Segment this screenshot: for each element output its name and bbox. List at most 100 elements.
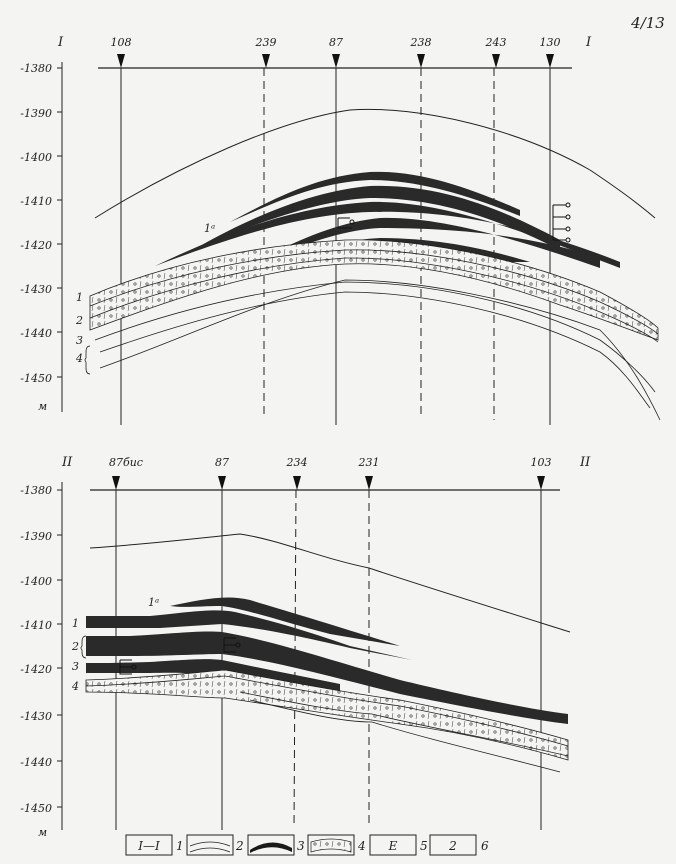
depth-tick-label: -1420 — [20, 239, 52, 252]
well-marker — [332, 54, 340, 68]
well-marker — [537, 476, 545, 490]
legend-item-3: 3 — [247, 834, 305, 856]
legend-number: 4 — [357, 839, 366, 853]
porous-bed-icon — [310, 838, 352, 853]
well-label: 231 — [358, 456, 380, 469]
well-label: 238 — [410, 36, 432, 49]
perforation-marker-87bis — [119, 659, 137, 675]
well-label: 87 — [329, 36, 343, 49]
section-i-left-label: I — [57, 35, 64, 50]
depth-tick-label: -1440 — [20, 756, 52, 769]
upper-boundary-i — [94, 108, 656, 219]
dark-bed — [200, 185, 560, 250]
well-87bis: 87бис — [109, 456, 143, 830]
section-ii-right-label: II — [579, 455, 591, 470]
depth-tick-label: -1410 — [20, 619, 52, 632]
well-label: 130 — [540, 36, 561, 49]
well-label: 108 — [111, 36, 132, 49]
well-marker — [417, 54, 425, 68]
well-231: 231 — [358, 456, 380, 828]
perforation-marker-87-ii — [223, 637, 241, 653]
section-ii: II II -1380 -1390 -1400 -1410 -1420 -143… — [20, 455, 591, 839]
layer-2-brace — [80, 635, 87, 659]
well-108: 108 — [111, 36, 132, 425]
legend-number: 5 — [420, 839, 428, 853]
legend-number: 6 — [481, 839, 489, 853]
well-marker — [546, 54, 554, 68]
layer-label: 2 — [71, 640, 79, 653]
page-number: 4/13 — [630, 14, 665, 32]
dark-bed — [86, 659, 340, 694]
depth-unit-i: м — [38, 400, 47, 413]
well-marker — [293, 476, 301, 490]
depth-ticks-ii: -1380 -1390 -1400 -1410 -1420 -1430 -144… — [20, 484, 62, 815]
layer-label: 1 — [72, 617, 79, 630]
depth-tick-label: -1440 — [20, 327, 52, 340]
depth-tick-label: -1430 — [20, 710, 52, 723]
porous-beds-ii — [85, 669, 569, 761]
depth-tick-label: -1400 — [20, 575, 52, 588]
dark-bed — [86, 631, 568, 724]
section-i: I I -1380 -1390 -1400 -1410 -1420 -1430 … — [20, 35, 661, 425]
legend-number: 3 — [297, 839, 305, 853]
depth-tick-label: -1400 — [20, 151, 52, 164]
legend-item-4: 4 — [307, 834, 366, 856]
legend-glyph: 2 — [448, 839, 457, 853]
dark-beds-ii — [86, 597, 568, 724]
well-label: 239 — [255, 36, 277, 49]
section-i-right-label: I — [585, 35, 592, 50]
porous-beds-i — [89, 239, 659, 341]
depth-tick-label: -1450 — [20, 372, 52, 385]
layer-4-brace — [84, 345, 91, 375]
well-label: 87бис — [109, 456, 143, 469]
depth-tick-label: -1430 — [20, 283, 52, 296]
well-103: 103 — [531, 456, 552, 830]
depth-tick-label: -1450 — [20, 802, 52, 815]
depth-tick-label: -1390 — [20, 530, 52, 543]
layer-label: 1 — [76, 291, 83, 304]
well-label: 234 — [286, 456, 308, 469]
legend-number: 2 — [235, 839, 244, 853]
legend-glyph: E — [388, 839, 398, 853]
boundary-lines-icon — [189, 841, 231, 853]
bed-boundaries-ii — [85, 675, 569, 773]
depth-tick-label: -1420 — [20, 663, 52, 676]
legend: I—I 1 2 3 4 E 5 2 6 — [125, 834, 489, 856]
layer-label: 1ᵃ — [204, 222, 215, 235]
depth-ticks-i: -1380 -1390 -1400 -1410 -1420 -1430 -144… — [20, 62, 62, 385]
well-239: 239 — [255, 36, 277, 414]
bed-boundaries-i — [89, 249, 661, 421]
legend-item-2: 2 — [186, 834, 244, 856]
layer-label: 3 — [72, 660, 79, 673]
perforation-marker-130 — [552, 202, 571, 243]
well-marker — [117, 54, 125, 68]
depth-tick-label: -1380 — [20, 484, 52, 497]
legend-item-6: 2 6 — [429, 834, 489, 856]
layer-label: 4 — [71, 680, 79, 693]
well-marker — [262, 54, 270, 68]
well-130: 130 — [540, 36, 561, 425]
dark-bed-icon — [250, 842, 292, 853]
well-marker — [112, 476, 120, 490]
upper-boundary-ii — [89, 533, 571, 633]
well-marker — [218, 476, 226, 490]
layer-label: 3 — [76, 334, 83, 347]
well-label: 243 — [485, 36, 507, 49]
depth-unit-ii: м — [38, 826, 47, 839]
legend-number: 1 — [176, 839, 184, 853]
layer-label: 2 — [75, 314, 83, 327]
dark-bed — [170, 597, 400, 646]
well-label: 103 — [531, 456, 552, 469]
well-marker — [492, 54, 500, 68]
layer-label: 4 — [75, 352, 83, 365]
well-234: 234 — [286, 456, 308, 829]
dark-bed — [86, 610, 412, 660]
section-ii-left-label: II — [61, 455, 73, 470]
wells-i: 108 239 87 238 243 — [111, 36, 561, 425]
depth-tick-label: -1380 — [20, 62, 52, 75]
legend-item-5: E 5 — [369, 834, 428, 856]
dark-bed — [250, 217, 600, 268]
well-243: 243 — [485, 36, 507, 420]
depth-tick-label: -1390 — [20, 107, 52, 120]
perforation-marker-87 — [337, 217, 355, 229]
